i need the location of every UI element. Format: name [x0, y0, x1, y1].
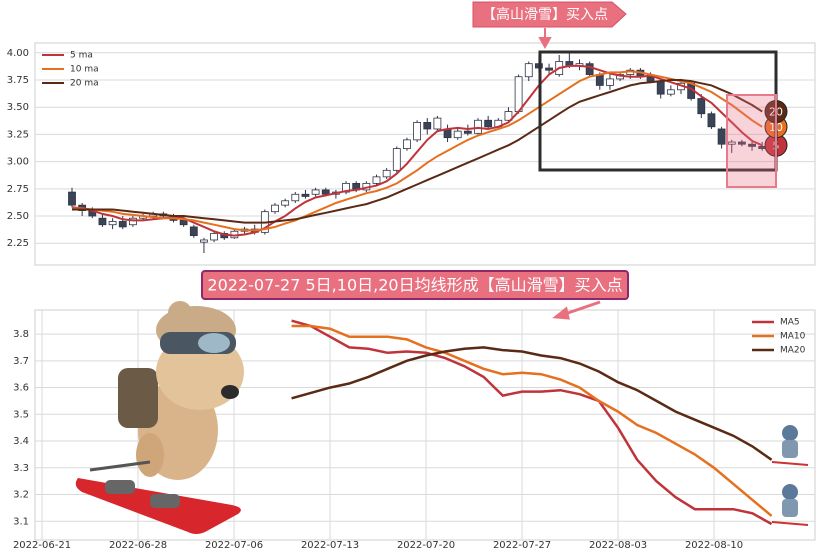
title-banner	[201, 270, 629, 300]
annotation-banner	[472, 1, 627, 28]
candle-body	[514, 76, 523, 112]
legend-label: 5 ma	[70, 51, 93, 61]
x-tick-label: 2022-07-27	[493, 540, 551, 551]
candle-body	[474, 119, 482, 134]
candle-body	[372, 176, 381, 184]
series-line	[291, 319, 773, 526]
y-tick-label: 3.25	[7, 129, 29, 140]
x-tick-label: 2022-07-20	[397, 540, 455, 551]
candle-body	[707, 113, 716, 128]
candle-body	[463, 130, 472, 134]
candle-body	[68, 191, 76, 206]
candle-body	[423, 122, 432, 130]
candle-body	[717, 128, 726, 145]
y-tick-label: 2.25	[7, 238, 29, 249]
candle-body	[413, 122, 422, 141]
candle-body	[128, 217, 137, 226]
candle-body	[342, 182, 350, 193]
y-tick-label: 3.50	[7, 102, 29, 113]
y-tick-label: 3.8	[13, 329, 29, 340]
y-tick-label: 3.4	[13, 436, 29, 447]
y-tick-label: 3.5	[13, 409, 29, 420]
candle-body	[504, 111, 513, 121]
candle-body	[697, 98, 706, 115]
series-line	[72, 79, 763, 224]
y-tick-label: 3.7	[13, 356, 29, 367]
candle-body	[382, 169, 391, 178]
candle-body	[200, 239, 208, 243]
chart-title: 2022-07-27 5日,10日,20日均线形成【高山滑雪】买入点	[207, 276, 622, 295]
series-line	[291, 346, 773, 461]
candle-body	[392, 148, 401, 171]
y-tick-label: 3.1	[13, 516, 29, 527]
candle-body	[524, 63, 533, 78]
legend-label: MA5	[780, 318, 800, 328]
y-tick-label: 2.75	[7, 184, 29, 195]
x-tick-label: 2022-08-03	[589, 540, 647, 551]
y-tick-label: 3.75	[7, 75, 29, 86]
candle-body	[98, 217, 107, 226]
y-tick-label: 3.2	[13, 490, 29, 501]
top-plot-area	[34, 42, 816, 266]
legend-label: 10 ma	[70, 65, 99, 75]
candle-body	[179, 219, 188, 226]
candle-body	[656, 80, 665, 95]
candle-body	[301, 193, 310, 197]
x-tick-label: 2022-07-06	[205, 540, 263, 551]
y-tick-label: 3.00	[7, 157, 29, 168]
y-tick-label: 4.00	[7, 48, 29, 59]
y-tick-label: 2.50	[7, 211, 29, 222]
x-tick-label: 2022-06-21	[13, 540, 71, 551]
candle-body	[646, 76, 655, 82]
candle-body	[403, 139, 411, 149]
x-tick-label: 2022-08-10	[685, 540, 743, 551]
candle-body	[281, 200, 290, 206]
candle-body	[453, 130, 462, 139]
candle-body	[606, 78, 614, 86]
candle-body	[545, 67, 553, 71]
x-tick-label: 2022-06-28	[109, 540, 167, 551]
legend-label: 20 ma	[70, 79, 99, 89]
annotation-text: 【高山滑雪】买入点	[482, 6, 608, 23]
candle-body	[108, 221, 117, 226]
title-arrow	[552, 300, 601, 320]
legend-label: MA10	[780, 332, 806, 342]
candle-body	[727, 141, 736, 145]
candle-body	[748, 143, 756, 147]
y-tick-label: 3.3	[13, 463, 29, 474]
candle-body	[433, 117, 442, 130]
skier-icons	[771, 425, 809, 526]
candle-body	[585, 63, 594, 75]
candle-body	[666, 89, 675, 95]
candle-body	[738, 141, 746, 145]
candle-body	[311, 189, 320, 195]
candle-body	[321, 189, 330, 195]
x-tick-label: 2022-07-13	[301, 540, 359, 551]
candle-body	[210, 233, 219, 241]
annotation-arrow	[538, 28, 552, 50]
legend-label: MA20	[780, 346, 806, 356]
candle-body	[271, 204, 279, 213]
candle-body	[291, 193, 300, 202]
candle-body	[484, 119, 493, 128]
candle-body	[118, 221, 127, 228]
candle-body	[595, 74, 604, 86]
y-tick-label: 3.6	[13, 383, 29, 394]
series-line	[291, 324, 773, 517]
dog-illustration	[75, 301, 244, 534]
series-line	[72, 70, 763, 232]
highlight-box	[726, 94, 777, 188]
candle-body	[189, 226, 198, 237]
